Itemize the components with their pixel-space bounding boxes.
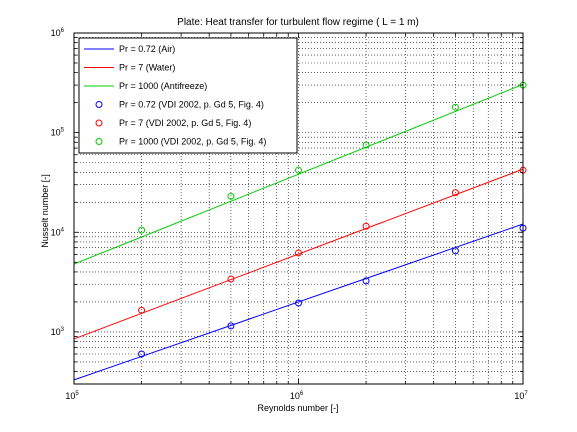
series-line-0 bbox=[73, 223, 524, 381]
y-tick-label: 106 bbox=[51, 28, 65, 38]
series-line-2 bbox=[73, 83, 524, 265]
series-point-5 bbox=[227, 192, 235, 200]
legend-entry-2: Pr = 1000 (Antifreeze) bbox=[119, 81, 207, 91]
ticks bbox=[73, 32, 524, 385]
x-tick-label: 107 bbox=[514, 391, 528, 401]
series-point-5 bbox=[138, 226, 146, 234]
y-tick-label: 103 bbox=[51, 327, 65, 337]
legend-box bbox=[78, 37, 298, 154]
series-line-1 bbox=[73, 168, 524, 340]
y-axis-label: Nusselt number [-] bbox=[40, 174, 50, 248]
x-tick-label: 105 bbox=[65, 391, 79, 401]
legend-entry-3: Pr = 0.72 (VDI 2002, p. Gd 5, Fig. 4) bbox=[119, 100, 264, 110]
legend-swatch-4 bbox=[95, 119, 103, 127]
y-tick-label: 104 bbox=[51, 227, 65, 237]
legend-entry-0: Pr = 0.72 (Air) bbox=[119, 44, 175, 54]
chart-title: Plate: Heat transfer for turbulent flow … bbox=[177, 17, 419, 28]
series-point-3 bbox=[451, 247, 459, 255]
series-point-4 bbox=[362, 222, 370, 230]
series-point-4 bbox=[227, 275, 235, 283]
legend-entry-1: Pr = 7 (Water) bbox=[119, 63, 175, 73]
series-point-5 bbox=[451, 103, 459, 111]
series-point-3 bbox=[227, 322, 235, 330]
series-point-3 bbox=[138, 350, 146, 358]
legend-entry-4: Pr = 7 (VDI 2002, p. Gd 5, Fig. 4) bbox=[119, 118, 251, 128]
legend-swatch-3 bbox=[95, 101, 103, 108]
series-point-3 bbox=[295, 299, 302, 307]
series-point-5 bbox=[362, 141, 370, 149]
y-tick-label: 105 bbox=[51, 128, 65, 138]
x-axis-label: Reynolds number [-] bbox=[257, 403, 338, 413]
x-tick-label: 106 bbox=[290, 391, 304, 401]
series-point-4 bbox=[451, 189, 459, 197]
legend-swatch-5 bbox=[95, 138, 103, 145]
series-point-3 bbox=[362, 277, 370, 285]
series-point-4 bbox=[295, 249, 302, 257]
series-point-5 bbox=[295, 166, 302, 174]
legend-entry-5: Pr = 1000 (VDI 2002, p. Gd 5, Fig. 4) bbox=[119, 137, 266, 147]
legend: Pr = 0.72 (Air) Pr = 7 (Water) Pr = 1000 (… bbox=[78, 37, 298, 154]
series-point-4 bbox=[138, 306, 146, 314]
